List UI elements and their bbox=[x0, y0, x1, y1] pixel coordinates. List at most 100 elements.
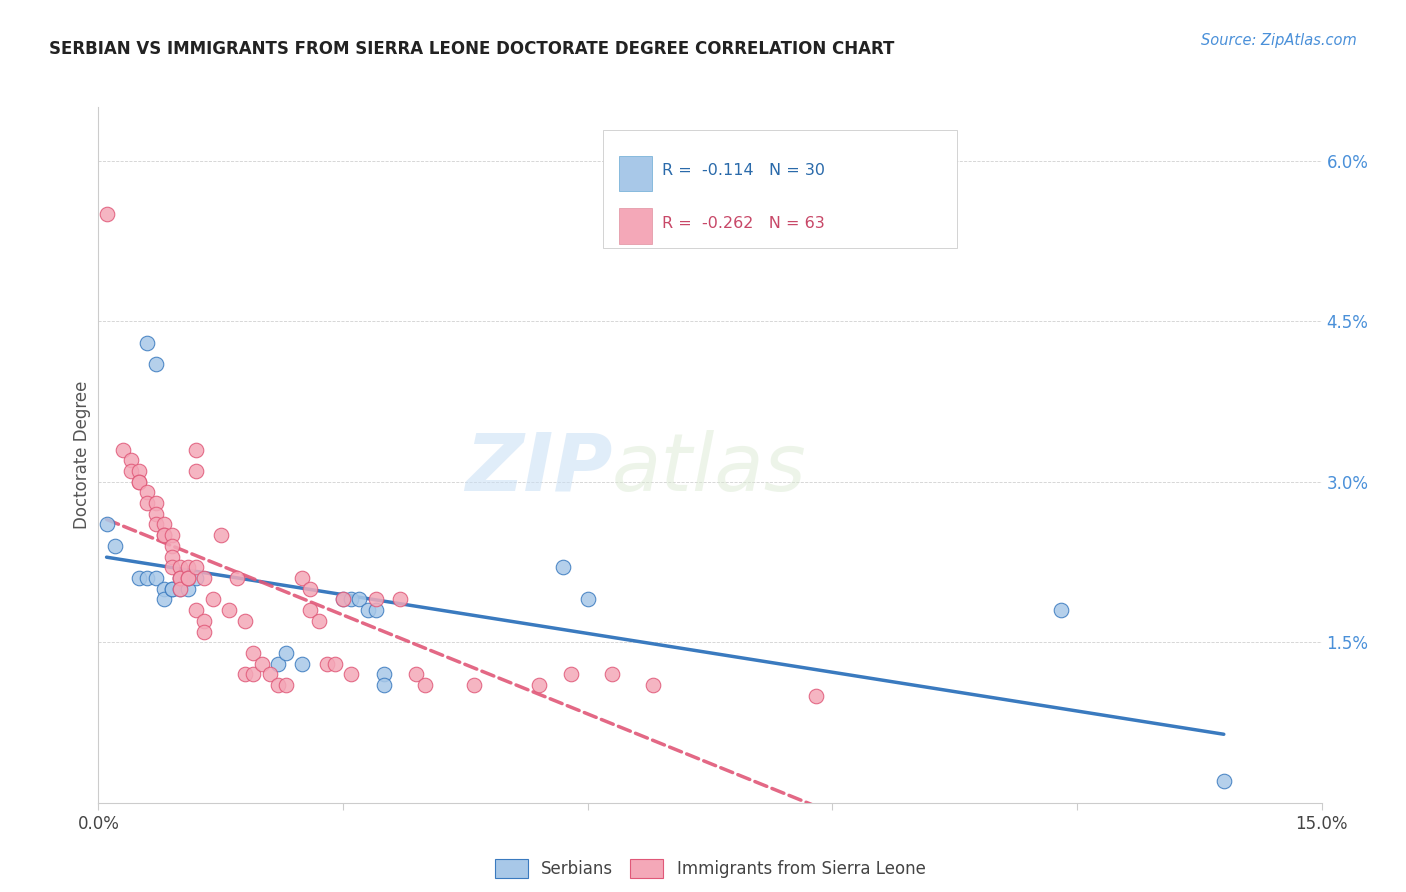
Legend: Serbians, Immigrants from Sierra Leone: Serbians, Immigrants from Sierra Leone bbox=[488, 853, 932, 885]
Point bbox=[364, 592, 387, 607]
Point bbox=[389, 592, 412, 607]
Point bbox=[160, 549, 183, 564]
Point bbox=[364, 603, 387, 617]
Point bbox=[145, 517, 167, 532]
Text: Source: ZipAtlas.com: Source: ZipAtlas.com bbox=[1201, 33, 1357, 48]
Point bbox=[177, 571, 200, 585]
Point bbox=[413, 678, 436, 692]
Point bbox=[274, 678, 297, 692]
Point bbox=[560, 667, 582, 681]
Point bbox=[169, 582, 191, 596]
Point bbox=[120, 453, 142, 467]
Point bbox=[291, 571, 314, 585]
Point bbox=[177, 571, 200, 585]
Point bbox=[169, 571, 191, 585]
Point bbox=[405, 667, 427, 681]
Point bbox=[233, 667, 256, 681]
Point bbox=[323, 657, 346, 671]
Text: SERBIAN VS IMMIGRANTS FROM SIERRA LEONE DOCTORATE DEGREE CORRELATION CHART: SERBIAN VS IMMIGRANTS FROM SIERRA LEONE … bbox=[49, 40, 894, 58]
Point bbox=[600, 667, 623, 681]
Point bbox=[152, 528, 174, 542]
Point bbox=[128, 464, 150, 478]
Point bbox=[527, 678, 550, 692]
Point bbox=[145, 357, 167, 371]
Point bbox=[373, 678, 395, 692]
Point bbox=[209, 528, 232, 542]
Point bbox=[332, 592, 354, 607]
Point bbox=[136, 496, 159, 510]
Point bbox=[193, 614, 215, 628]
Point bbox=[104, 539, 127, 553]
Point bbox=[1049, 603, 1071, 617]
Point bbox=[145, 507, 167, 521]
Point bbox=[242, 646, 264, 660]
Text: ZIP: ZIP bbox=[465, 430, 612, 508]
Point bbox=[193, 571, 215, 585]
Point bbox=[340, 592, 363, 607]
Point bbox=[152, 517, 174, 532]
Point bbox=[160, 539, 183, 553]
Point bbox=[169, 582, 191, 596]
Point bbox=[1212, 774, 1234, 789]
Point bbox=[259, 667, 281, 681]
Point bbox=[193, 624, 215, 639]
Point bbox=[218, 603, 240, 617]
Point bbox=[96, 517, 118, 532]
Point bbox=[128, 571, 150, 585]
Point bbox=[177, 560, 200, 574]
Point bbox=[274, 646, 297, 660]
Point bbox=[152, 592, 174, 607]
Point bbox=[169, 560, 191, 574]
Point bbox=[160, 528, 183, 542]
Point bbox=[201, 592, 224, 607]
Point bbox=[373, 667, 395, 681]
Point bbox=[226, 571, 249, 585]
Point bbox=[136, 485, 159, 500]
Point bbox=[136, 335, 159, 350]
Point bbox=[315, 657, 337, 671]
Point bbox=[267, 678, 290, 692]
Point bbox=[128, 475, 150, 489]
Point bbox=[804, 689, 827, 703]
Point bbox=[169, 571, 191, 585]
Text: R =  -0.114   N = 30: R = -0.114 N = 30 bbox=[662, 163, 825, 178]
Point bbox=[186, 464, 208, 478]
Point bbox=[186, 442, 208, 457]
Point bbox=[186, 603, 208, 617]
Point bbox=[641, 678, 664, 692]
Point bbox=[128, 475, 150, 489]
Point bbox=[242, 667, 264, 681]
Point bbox=[576, 592, 599, 607]
Point bbox=[463, 678, 485, 692]
Text: atlas: atlas bbox=[612, 430, 807, 508]
Point bbox=[299, 582, 322, 596]
Point bbox=[340, 667, 363, 681]
Point bbox=[299, 603, 322, 617]
Point bbox=[356, 603, 378, 617]
Y-axis label: Doctorate Degree: Doctorate Degree bbox=[73, 381, 91, 529]
Point bbox=[308, 614, 330, 628]
Point bbox=[145, 571, 167, 585]
Point bbox=[186, 560, 208, 574]
Text: R =  -0.262   N = 63: R = -0.262 N = 63 bbox=[662, 216, 825, 231]
Point bbox=[291, 657, 314, 671]
Point bbox=[553, 560, 575, 574]
Point bbox=[136, 571, 159, 585]
Point bbox=[96, 207, 118, 221]
Point bbox=[169, 571, 191, 585]
Point bbox=[152, 528, 174, 542]
Point bbox=[177, 571, 200, 585]
Point bbox=[250, 657, 273, 671]
Point bbox=[160, 582, 183, 596]
Point bbox=[349, 592, 371, 607]
Point bbox=[152, 582, 174, 596]
Point bbox=[111, 442, 134, 457]
Point bbox=[233, 614, 256, 628]
Point bbox=[120, 464, 142, 478]
Point bbox=[160, 560, 183, 574]
Point bbox=[332, 592, 354, 607]
Point bbox=[186, 571, 208, 585]
Point bbox=[177, 582, 200, 596]
Point bbox=[160, 582, 183, 596]
Point bbox=[267, 657, 290, 671]
